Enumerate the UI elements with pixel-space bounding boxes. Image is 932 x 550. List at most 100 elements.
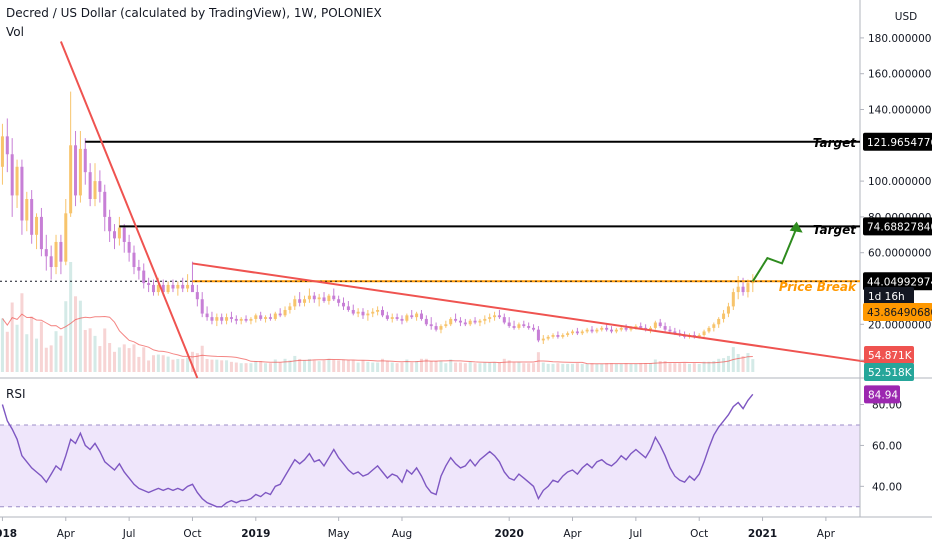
candle-body[interactable] <box>303 299 307 303</box>
candle-body[interactable] <box>590 329 594 332</box>
candle-body[interactable] <box>142 270 146 284</box>
candle-body[interactable] <box>25 199 29 221</box>
candle-body[interactable] <box>458 320 462 323</box>
candle-body[interactable] <box>298 299 302 303</box>
candle-body[interactable] <box>429 324 433 327</box>
candle-body[interactable] <box>648 327 652 330</box>
candle-body[interactable] <box>15 166 19 196</box>
candle-body[interactable] <box>312 295 316 300</box>
candle-body[interactable] <box>517 324 521 328</box>
candle-body[interactable] <box>151 284 155 293</box>
candle-body[interactable] <box>200 299 204 314</box>
candle-body[interactable] <box>161 284 165 293</box>
candle-body[interactable] <box>629 327 633 330</box>
candle-body[interactable] <box>424 318 428 325</box>
candle-body[interactable] <box>551 335 555 337</box>
candle-body[interactable] <box>171 284 175 289</box>
candle-body[interactable] <box>147 283 151 285</box>
candle-body[interactable] <box>741 286 745 293</box>
candle-body[interactable] <box>609 329 614 332</box>
candle-body[interactable] <box>380 309 385 316</box>
projection-path[interactable] <box>751 227 798 282</box>
candle-body[interactable] <box>44 249 48 257</box>
candle-body[interactable] <box>619 327 623 330</box>
candle-body[interactable] <box>468 320 472 325</box>
candle-body[interactable] <box>337 299 341 303</box>
candle-body[interactable] <box>575 331 579 334</box>
candle-body[interactable] <box>293 299 297 307</box>
candle-body[interactable] <box>702 331 706 336</box>
candle-body[interactable] <box>210 317 214 321</box>
candle-body[interactable] <box>117 227 121 239</box>
candle-body[interactable] <box>361 311 365 316</box>
candle-body[interactable] <box>176 284 180 289</box>
candle-body[interactable] <box>488 317 492 319</box>
candle-body[interactable] <box>49 256 53 268</box>
candle-body[interactable] <box>376 309 380 312</box>
trendlines[interactable] <box>59 41 880 379</box>
candle-body[interactable] <box>186 284 190 289</box>
candle-body[interactable] <box>98 181 102 192</box>
candle-body[interactable] <box>400 318 404 321</box>
candle-body[interactable] <box>585 329 589 332</box>
candle-body[interactable] <box>5 136 9 155</box>
candle-body[interactable] <box>78 148 82 196</box>
candle-body[interactable] <box>449 318 453 325</box>
candle-body[interactable] <box>59 241 63 262</box>
candle-body[interactable] <box>64 213 68 262</box>
candle-body[interactable] <box>444 324 448 327</box>
candle-body[interactable] <box>473 320 477 323</box>
candle-body[interactable] <box>668 329 672 332</box>
candle-body[interactable] <box>190 284 194 293</box>
candle-body[interactable] <box>108 216 112 232</box>
candle-body[interactable] <box>493 315 497 318</box>
candle-body[interactable] <box>356 311 360 314</box>
candle-body[interactable] <box>74 145 78 196</box>
candle-body[interactable] <box>673 331 677 334</box>
candle-body[interactable] <box>20 166 24 221</box>
candle-body[interactable] <box>634 326 638 328</box>
candle-body[interactable] <box>322 297 326 302</box>
candle-body[interactable] <box>736 286 740 293</box>
candle-body[interactable] <box>605 327 609 330</box>
candle-body[interactable] <box>166 284 170 293</box>
candle-body[interactable] <box>249 318 253 321</box>
candle-body[interactable] <box>614 329 618 332</box>
candle-body[interactable] <box>439 326 443 330</box>
candle-body[interactable] <box>39 216 43 250</box>
candle-body[interactable] <box>658 322 662 327</box>
candle-body[interactable] <box>527 326 531 328</box>
candle-body[interactable] <box>254 315 258 319</box>
candle-body[interactable] <box>512 326 516 328</box>
candle-body[interactable] <box>35 216 39 235</box>
candle-body[interactable] <box>205 313 209 318</box>
candle-body[interactable] <box>259 315 263 319</box>
candle-body[interactable] <box>244 318 248 321</box>
candle-body[interactable] <box>112 231 117 239</box>
candle-body[interactable] <box>54 241 58 268</box>
candle-body[interactable] <box>366 313 370 316</box>
candle-body[interactable] <box>571 331 575 334</box>
candle-body[interactable] <box>273 313 277 319</box>
candle-body[interactable] <box>127 241 131 253</box>
candle-body[interactable] <box>371 311 375 314</box>
descending-trendline-long[interactable] <box>192 262 880 365</box>
candle-body[interactable] <box>307 295 311 300</box>
candle-body[interactable] <box>663 326 667 330</box>
candle-body[interactable] <box>156 284 160 293</box>
candle-body[interactable] <box>332 295 336 300</box>
candle-body[interactable] <box>405 315 409 321</box>
price-candles[interactable] <box>0 91 755 344</box>
candle-body[interactable] <box>351 309 355 314</box>
candle-body[interactable] <box>507 322 511 327</box>
candle-body[interactable] <box>346 306 350 310</box>
candle-body[interactable] <box>502 317 506 323</box>
candle-body[interactable] <box>225 317 229 321</box>
candle-body[interactable] <box>726 306 730 314</box>
candle-body[interactable] <box>385 315 389 319</box>
candle-body[interactable] <box>327 295 331 302</box>
candle-body[interactable] <box>395 317 399 319</box>
candle-body[interactable] <box>532 327 536 330</box>
candle-body[interactable] <box>283 309 287 316</box>
